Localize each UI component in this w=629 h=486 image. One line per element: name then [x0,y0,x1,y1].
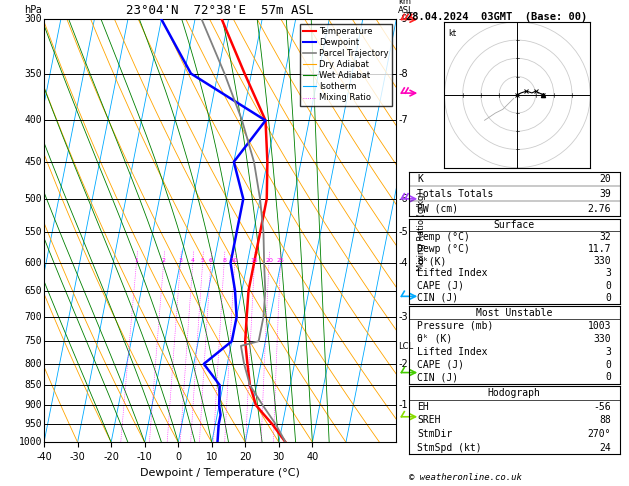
Text: 25: 25 [277,258,284,263]
Title: 23°04'N  72°38'E  57m ASL: 23°04'N 72°38'E 57m ASL [126,4,314,17]
Text: -2: -2 [398,359,408,369]
Text: © weatheronline.co.uk: © weatheronline.co.uk [409,473,521,482]
Text: 15: 15 [250,258,259,263]
Text: -4: -4 [398,258,408,268]
Text: 4: 4 [191,258,195,263]
Text: 1003: 1003 [587,321,611,330]
Text: CAPE (J): CAPE (J) [417,280,464,291]
Text: 20: 20 [599,174,611,184]
Text: 600: 600 [25,258,42,268]
Text: 650: 650 [25,286,42,296]
Text: -7: -7 [398,116,408,125]
Text: 330: 330 [594,256,611,266]
Text: 850: 850 [25,380,42,390]
Text: 0: 0 [605,372,611,382]
Text: -3: -3 [398,312,408,322]
Text: 900: 900 [25,400,42,410]
Text: θᵏ (K): θᵏ (K) [417,333,452,344]
Text: 3: 3 [605,268,611,278]
Text: -9: -9 [398,15,408,24]
Text: Mixing Ratio (g/kg): Mixing Ratio (g/kg) [417,191,426,271]
Text: 3: 3 [605,347,611,357]
Text: K: K [417,174,423,184]
Legend: Temperature, Dewpoint, Parcel Trajectory, Dry Adiabat, Wet Adiabat, Isotherm, Mi: Temperature, Dewpoint, Parcel Trajectory… [300,24,392,106]
Text: 1: 1 [135,258,138,263]
Text: 350: 350 [25,69,42,79]
Text: -6: -6 [398,194,408,204]
Text: 400: 400 [25,116,42,125]
Text: 3: 3 [179,258,182,263]
Text: StmDir: StmDir [417,429,452,439]
Text: 450: 450 [25,157,42,167]
Text: LCL: LCL [398,342,413,351]
Text: 32: 32 [599,232,611,242]
Text: Surface: Surface [494,220,535,230]
Text: kt: kt [448,29,456,38]
Text: 0: 0 [605,360,611,369]
Text: -8: -8 [398,69,408,79]
Text: PW (cm): PW (cm) [417,204,459,214]
Text: Totals Totals: Totals Totals [417,189,494,199]
Text: 20: 20 [265,258,273,263]
Text: -5: -5 [398,227,408,237]
Text: 10: 10 [231,258,238,263]
Text: 330: 330 [594,333,611,344]
X-axis label: Dewpoint / Temperature (°C): Dewpoint / Temperature (°C) [140,468,300,478]
Text: 8: 8 [222,258,226,263]
Text: θᵏ(K): θᵏ(K) [417,256,447,266]
Text: 0: 0 [605,280,611,291]
Text: 2: 2 [162,258,165,263]
Text: 270°: 270° [587,429,611,439]
Text: 28.04.2024  03GMT  (Base: 00): 28.04.2024 03GMT (Base: 00) [406,12,587,22]
Text: -1: -1 [398,400,408,410]
Text: 39: 39 [599,189,611,199]
Text: Most Unstable: Most Unstable [476,308,552,318]
Text: 1000: 1000 [19,437,42,447]
Text: hPa: hPa [25,5,42,15]
Text: 550: 550 [25,227,42,237]
Text: Dewp (°C): Dewp (°C) [417,244,470,254]
Text: Pressure (mb): Pressure (mb) [417,321,494,330]
Text: 88: 88 [599,416,611,425]
Text: 24: 24 [599,443,611,452]
Text: Lifted Index: Lifted Index [417,268,487,278]
Text: SREH: SREH [417,416,441,425]
Text: -56: -56 [594,402,611,412]
Text: km
ASL: km ASL [398,0,414,15]
Text: CAPE (J): CAPE (J) [417,360,464,369]
Text: 11.7: 11.7 [587,244,611,254]
Text: 300: 300 [25,15,42,24]
Text: Hodograph: Hodograph [487,388,541,398]
Text: StmSpd (kt): StmSpd (kt) [417,443,482,452]
Text: EH: EH [417,402,429,412]
Text: 700: 700 [25,312,42,322]
Text: 0: 0 [605,293,611,303]
Text: Temp (°C): Temp (°C) [417,232,470,242]
Text: CIN (J): CIN (J) [417,293,459,303]
Text: CIN (J): CIN (J) [417,372,459,382]
Text: 5: 5 [201,258,204,263]
Text: 2.76: 2.76 [587,204,611,214]
Text: 6: 6 [209,258,213,263]
Text: 500: 500 [25,194,42,204]
Text: 750: 750 [25,336,42,346]
Text: Lifted Index: Lifted Index [417,347,487,357]
Text: 800: 800 [25,359,42,369]
Text: 950: 950 [25,419,42,429]
